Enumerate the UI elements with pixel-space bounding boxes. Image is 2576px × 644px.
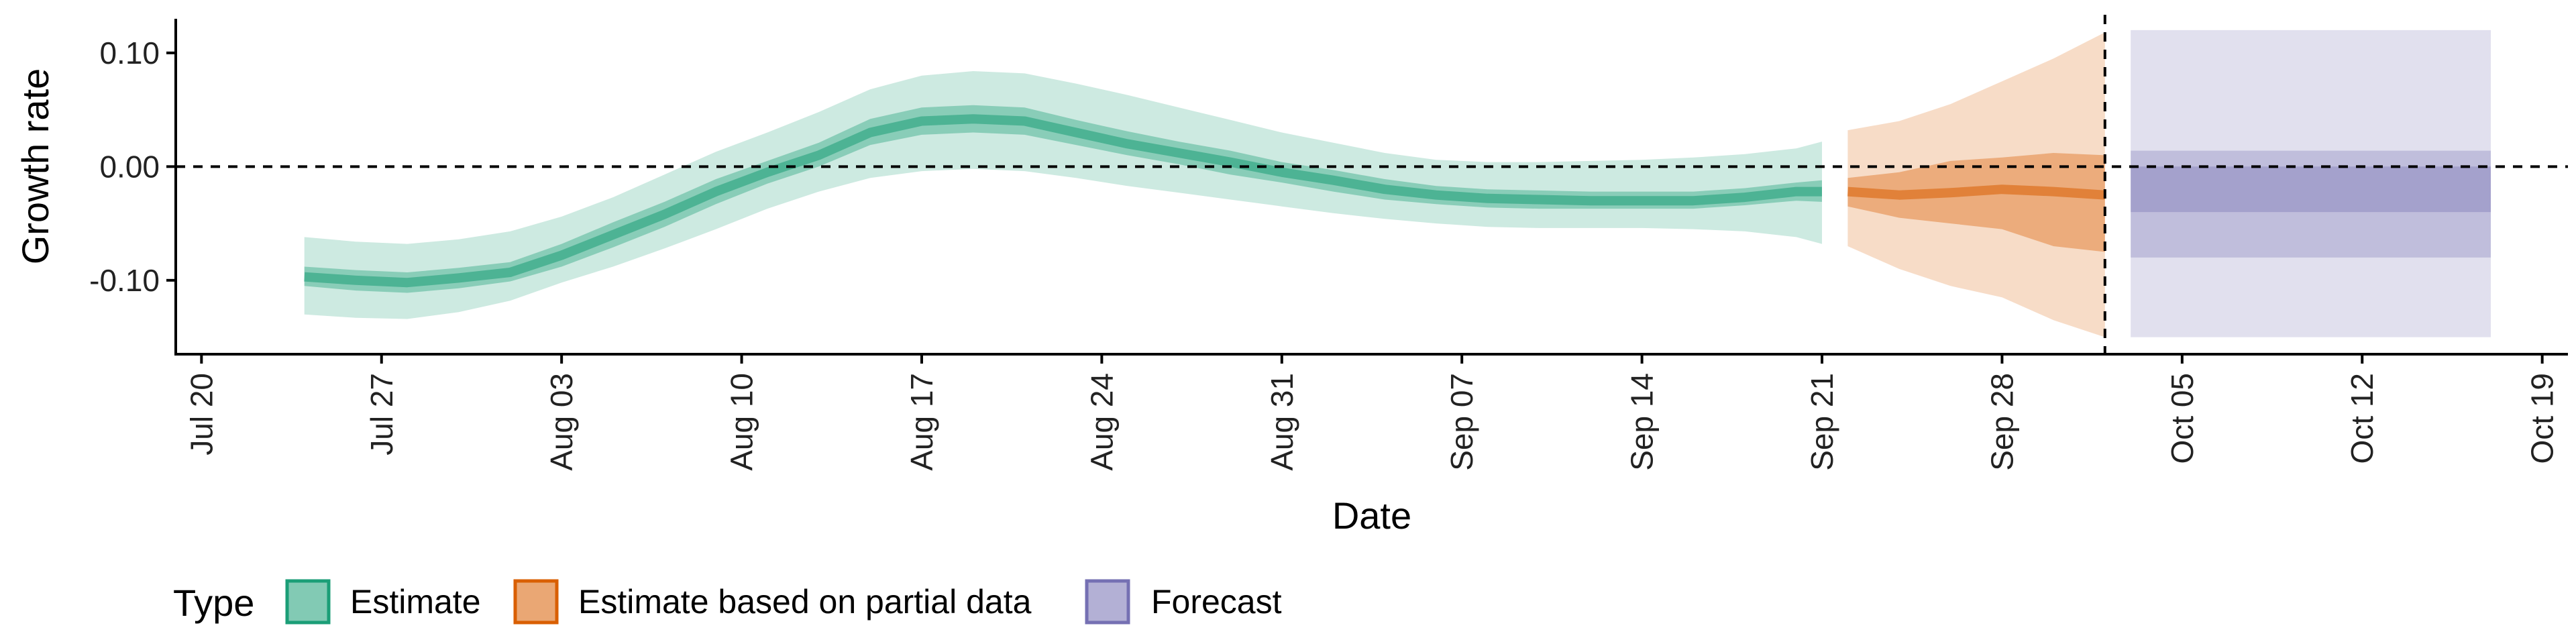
x-tick-label: Aug 31 (1265, 373, 1299, 471)
partial-outer-band (1847, 32, 2105, 337)
x-tick-label: Oct 19 (2525, 373, 2560, 464)
x-tick-label: Sep 14 (1625, 373, 1660, 471)
x-tick-label: Oct 12 (2345, 373, 2379, 464)
legend-label-estimate: Estimate (350, 583, 481, 621)
legend-swatch-partial (513, 579, 559, 625)
x-tick-label: Aug 03 (544, 373, 579, 471)
axes: 0.10 0.00 -0.10 Jul 20 Jul 27 Aug 03 Aug 10 Aug… (89, 19, 2568, 471)
legend: Type Estimate Estimate based on partial … (173, 579, 1282, 625)
x-tick-label: Sep 28 (1984, 373, 2019, 471)
x-tick-label: Jul 20 (184, 373, 219, 455)
x-tick-label: Aug 17 (904, 373, 939, 471)
legend-label-forecast: Forecast (1151, 583, 1282, 621)
legend-label-partial: Estimate based on partial data (578, 583, 1032, 621)
x-tick-label: Sep 07 (1444, 373, 1479, 471)
partial-median-line (1847, 184, 2106, 200)
y-axis-title: Growth rate (14, 68, 56, 265)
reference-lines (176, 15, 2568, 354)
x-tick-label: Aug 24 (1084, 373, 1119, 471)
y-tick-label: 0.10 (99, 36, 160, 70)
legend-swatch-estimate (285, 579, 331, 625)
legend-title: Type (173, 582, 254, 624)
x-tick-label: Jul 27 (364, 373, 399, 455)
ribbon-layer (304, 30, 2491, 337)
forecast-inner-band (2131, 166, 2491, 213)
x-tick-label: Oct 05 (2165, 373, 2200, 464)
y-tick-label: 0.00 (99, 149, 160, 184)
forecast-full-band (2131, 30, 2491, 337)
x-axis-title: Date (1332, 494, 1411, 537)
partial-inner-band (1847, 153, 2105, 252)
legend-swatch-forecast (1085, 579, 1130, 625)
estimate-median-line (304, 114, 1822, 288)
forecast-outer-band (2131, 150, 2491, 258)
y-tick-label: -0.10 (89, 263, 160, 298)
x-tick-label: Sep 21 (1805, 373, 1839, 471)
x-tick-label: Aug 10 (724, 373, 759, 471)
